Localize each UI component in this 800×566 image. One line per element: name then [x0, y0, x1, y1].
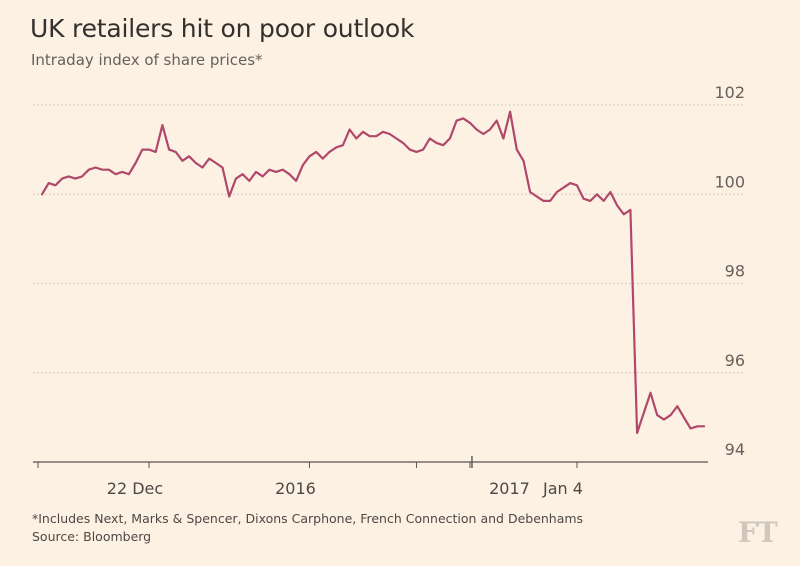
x-tick-label: 2016: [275, 479, 316, 498]
source-note: Source: Bloomberg: [32, 529, 152, 544]
ft-logo: FT: [738, 516, 778, 549]
series-line: [40, 110, 706, 435]
x-tick-label: 22 Dec: [107, 479, 163, 498]
x-tick-label: Jan 4: [542, 479, 583, 498]
x-tick-label: 2017: [489, 479, 530, 498]
chart-subtitle: Intraday index of share prices*: [31, 51, 263, 69]
y-tick-label: 100: [714, 172, 745, 191]
y-tick-label: 94: [725, 440, 745, 459]
y-tick-label: 102: [714, 83, 745, 102]
footnote: *Includes Next, Marks & Spencer, Dixons …: [32, 511, 584, 526]
y-tick-label: 98: [725, 262, 745, 281]
chart-title: UK retailers hit on poor outlook: [30, 14, 415, 43]
line-chart: 94 96 98 100 102 22 Dec 2016 2017 Jan 4: [33, 83, 745, 498]
y-tick-label: 96: [725, 351, 745, 370]
chart-notes: *Includes Next, Marks & Spencer, Dixons …: [32, 510, 583, 546]
